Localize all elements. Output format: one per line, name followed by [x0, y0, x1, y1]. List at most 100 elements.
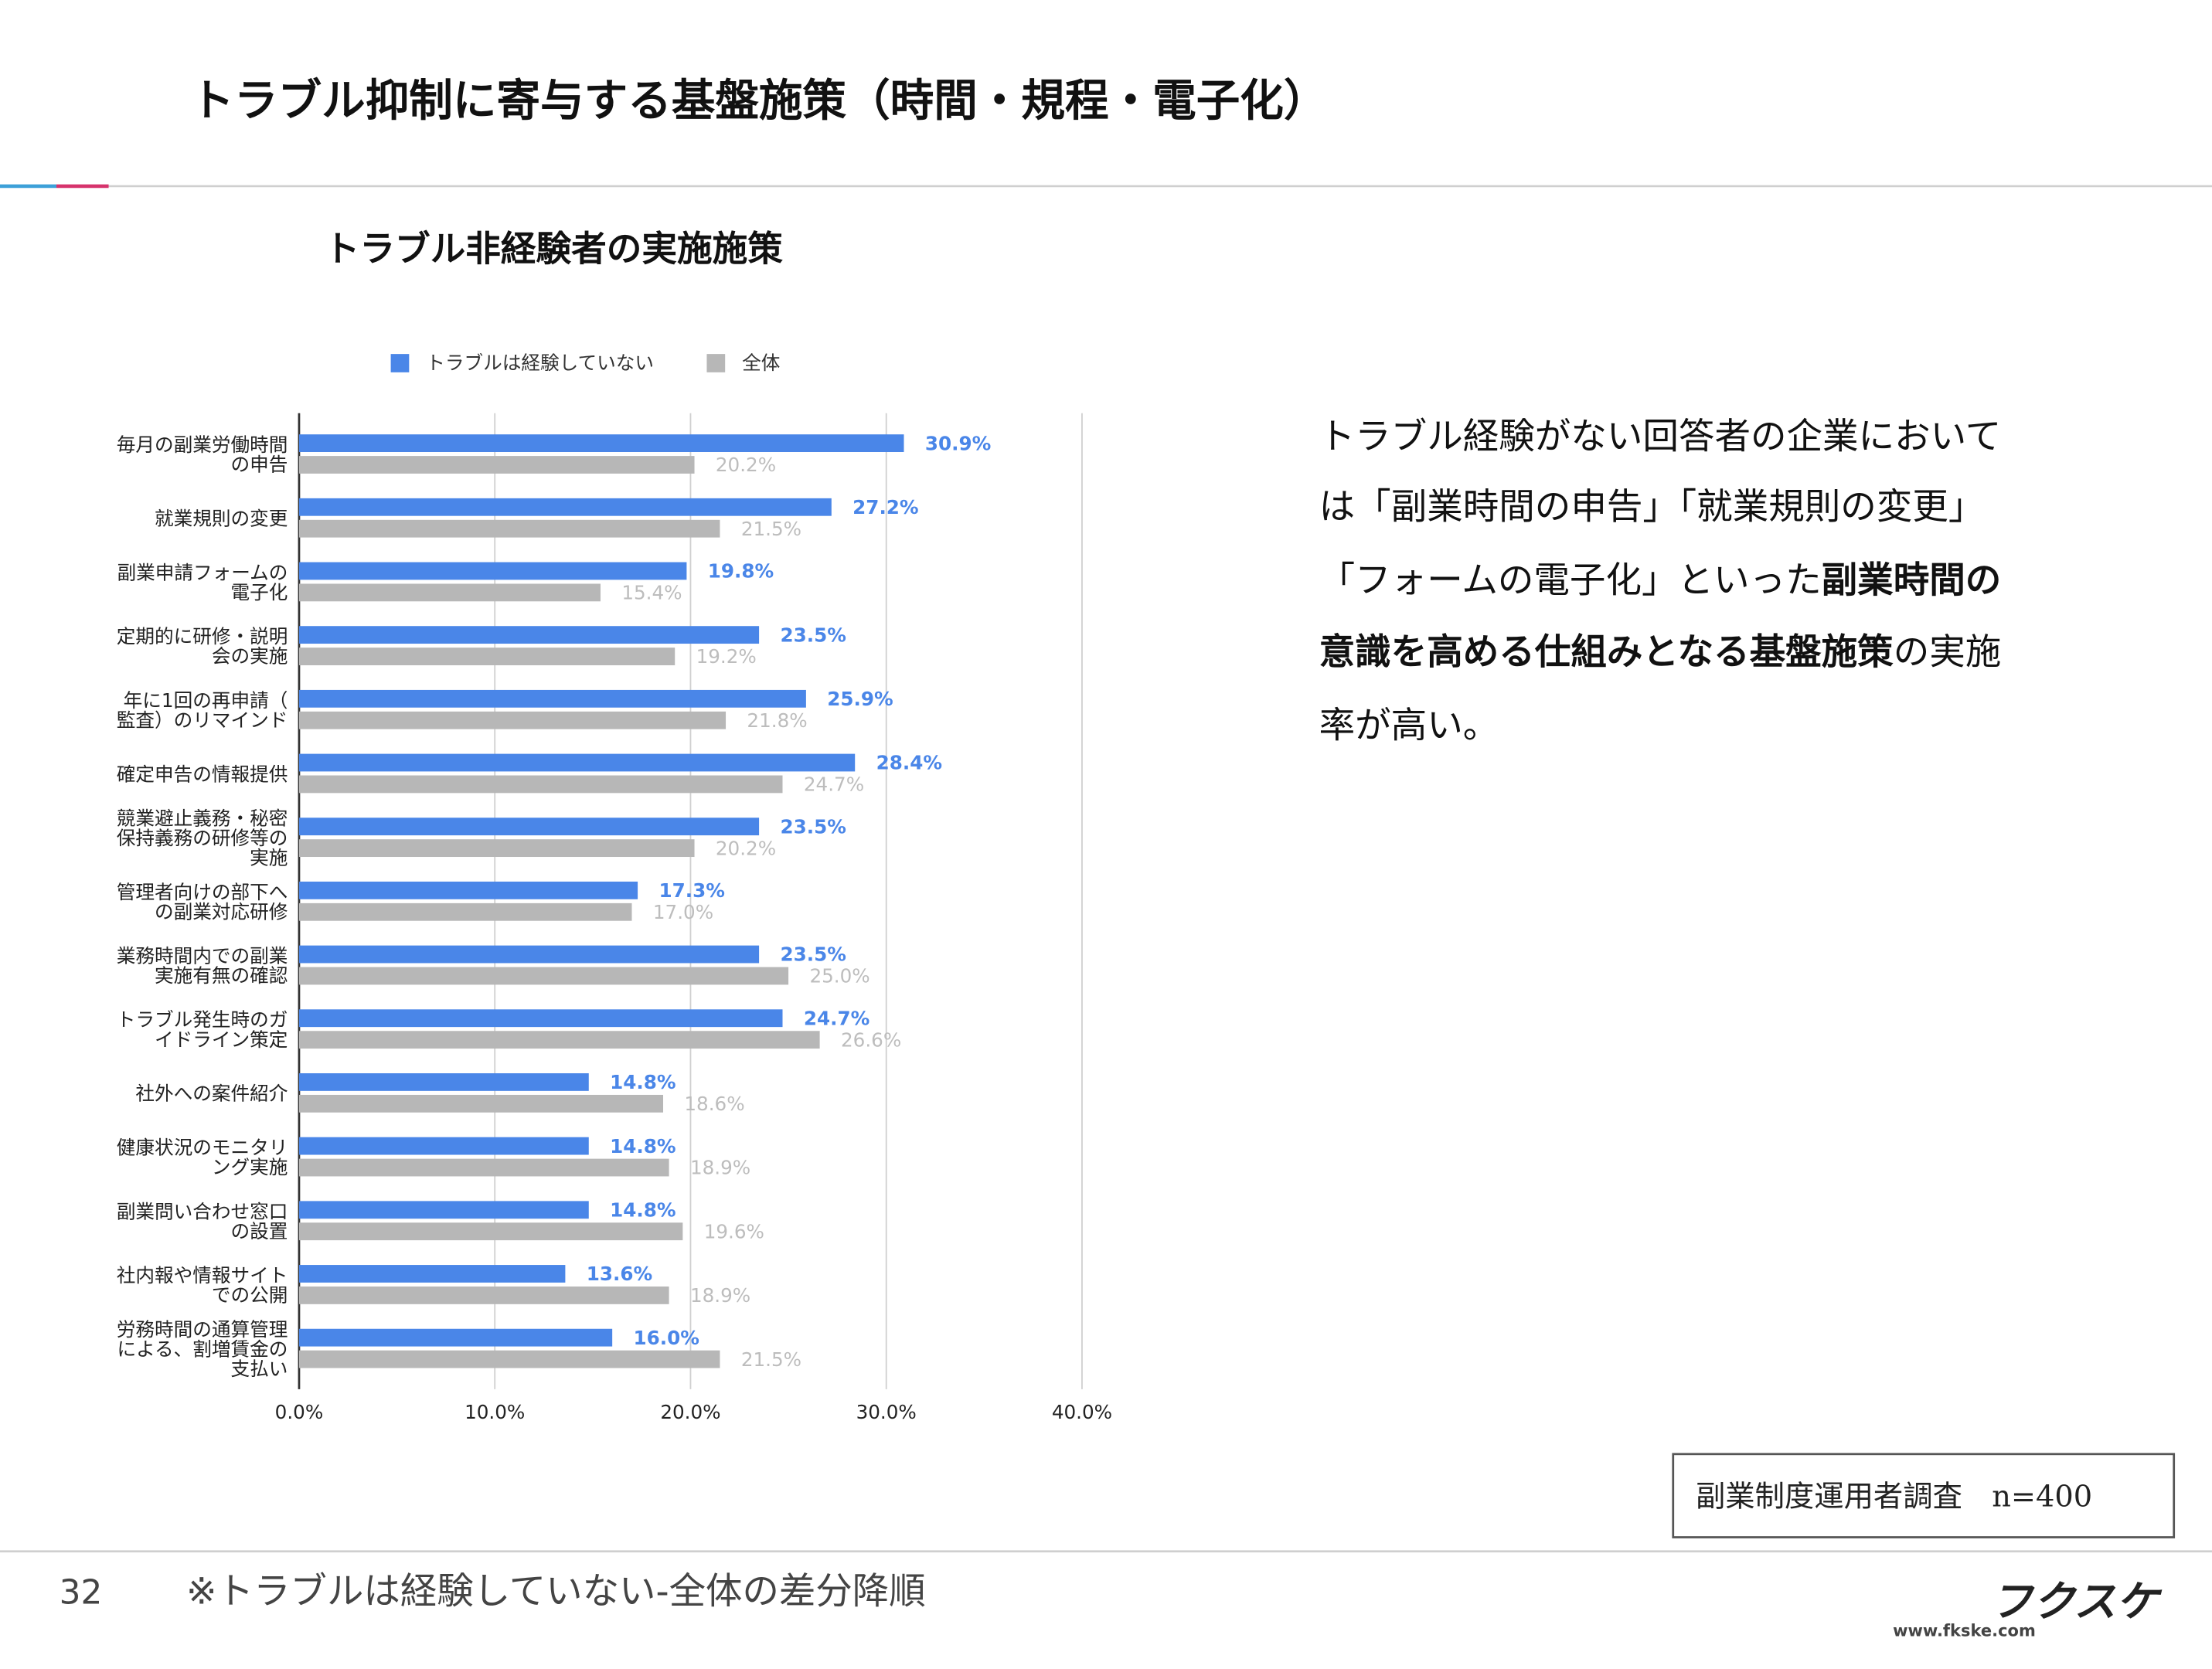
body-line: は「副業時間の申告」「就業規則の変更」	[1319, 486, 1985, 528]
bar	[298, 626, 760, 644]
value-label: 20.2%	[716, 837, 776, 859]
value-label: 24.7%	[804, 1007, 869, 1029]
value-label: 26.6%	[841, 1028, 901, 1051]
bar	[298, 902, 632, 921]
value-label: 14.8%	[610, 1198, 676, 1221]
value-label: 19.2%	[696, 645, 757, 668]
category-label: 実施有無の確認	[155, 964, 288, 987]
value-label: 18.9%	[690, 1157, 750, 1179]
bar	[298, 648, 676, 665]
bar	[298, 818, 760, 836]
category-label: 社外への案件紹介	[135, 1083, 288, 1105]
value-label: 15.4%	[621, 582, 682, 604]
logo: フクスケ	[1990, 1577, 2163, 1627]
x-tick-label: 0.0%	[275, 1401, 324, 1423]
bar	[298, 434, 904, 452]
body-text: 意識を高める仕組みとなる基盤施策	[1319, 631, 1894, 673]
body-line: トラブル経験がない回答者の企業において	[1319, 415, 2002, 457]
category-label: 年に1回の再申請（	[124, 689, 288, 712]
bar	[298, 1009, 783, 1028]
category-label: の設置	[230, 1220, 288, 1242]
value-label: 14.8%	[610, 1071, 676, 1093]
bar	[298, 1073, 589, 1091]
value-label: 23.5%	[780, 943, 846, 966]
bar	[298, 1137, 589, 1155]
bar	[298, 1265, 566, 1283]
bar	[298, 519, 720, 538]
x-tick-label: 40.0%	[1052, 1401, 1112, 1423]
category-label: 実施	[250, 847, 288, 869]
bar	[298, 1350, 720, 1368]
category-label: 副業問い合わせ窓口	[117, 1200, 288, 1222]
legend-swatch	[706, 354, 726, 372]
bar	[298, 1201, 589, 1219]
value-label: 16.0%	[634, 1327, 699, 1349]
value-label: 28.4%	[876, 752, 942, 774]
bar	[298, 1286, 669, 1304]
bar	[298, 711, 727, 729]
value-label: 23.5%	[780, 624, 846, 646]
category-label: 競業避止義務・秘密	[117, 807, 288, 829]
category-label: 業務時間内での副業	[117, 945, 288, 967]
body-text: は「副業時間の申告」「就業規則の変更」	[1319, 486, 1985, 528]
x-tick-label: 30.0%	[856, 1401, 917, 1423]
category-label: による、割増賃金の	[117, 1338, 288, 1360]
category-label: 支払い	[230, 1358, 288, 1380]
category-label: 会の実施	[212, 645, 288, 668]
category-label: 管理者向けの部下へ	[117, 881, 288, 903]
bar	[298, 1222, 683, 1241]
body-text: 率が高い。	[1319, 705, 1499, 746]
category-label: 電子化	[230, 581, 288, 603]
note-box	[1672, 1453, 2176, 1538]
category-label: ング実施	[212, 1156, 288, 1178]
bar	[298, 839, 695, 858]
bar	[298, 1158, 669, 1177]
bar	[298, 689, 806, 708]
category-label: の副業対応研修	[155, 900, 288, 923]
value-label: 21.8%	[747, 709, 807, 732]
bar	[298, 881, 638, 899]
bar	[298, 456, 695, 474]
value-label: 18.9%	[690, 1284, 750, 1307]
value-label: 17.0%	[653, 901, 713, 923]
value-label: 25.0%	[809, 965, 869, 987]
bar	[298, 583, 601, 602]
x-tick-label: 20.0%	[660, 1401, 720, 1423]
bar	[298, 498, 832, 516]
category-label: の申告	[230, 454, 288, 476]
bar	[298, 945, 760, 964]
value-label: 23.5%	[780, 815, 846, 838]
value-label: 21.5%	[741, 518, 801, 540]
url: www.fkske.com	[1893, 1621, 2036, 1640]
value-label: 19.6%	[704, 1220, 764, 1242]
body-text: トラブル経験がない回答者の企業において	[1319, 415, 2002, 457]
body-line: 「フォームの電子化」といった副業時間の	[1319, 559, 2002, 601]
category-label: 毎月の副業労働時間	[117, 433, 288, 456]
legend-label: トラブルは経験していない	[426, 352, 654, 374]
bar	[298, 1094, 664, 1113]
bar	[298, 753, 856, 772]
value-label: 17.3%	[658, 879, 724, 902]
category-label: 就業規則の変更	[155, 508, 288, 530]
value-label: 14.8%	[610, 1135, 676, 1157]
category-label: 確定申告の情報提供	[117, 763, 288, 785]
category-label: 副業申請フォームの	[117, 561, 288, 583]
bar	[298, 562, 687, 580]
footnote: ※トラブルは経験していない-全体の差分降順	[186, 1570, 926, 1613]
body-line: 率が高い。	[1319, 705, 1499, 746]
value-label: 25.9%	[827, 688, 893, 710]
chart-title: トラブル非経験者の実施施策	[325, 228, 783, 270]
value-label: 21.5%	[741, 1348, 801, 1371]
value-label: 27.2%	[852, 496, 918, 518]
bar	[298, 1031, 820, 1049]
value-label: 24.7%	[804, 773, 864, 796]
category-label: 健康状況のモニタリ	[117, 1137, 288, 1159]
category-label: 保持義務の研修等の	[117, 827, 288, 849]
category-label: 定期的に研修・説明	[117, 625, 288, 648]
value-label: 20.2%	[716, 454, 776, 476]
value-label: 18.6%	[684, 1093, 744, 1115]
bar	[298, 967, 789, 985]
category-label: 労務時間の通算管理	[117, 1318, 288, 1341]
category-label: 社内報や情報サイト	[117, 1264, 288, 1287]
